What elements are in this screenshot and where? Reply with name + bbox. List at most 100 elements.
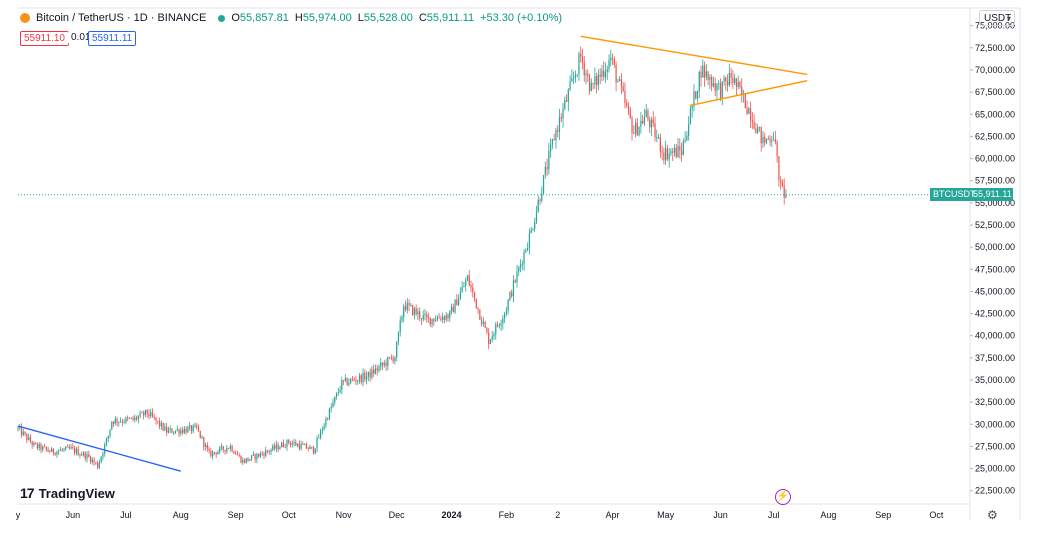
blue-trendline[interactable] (17, 425, 181, 472)
candle-body (413, 308, 415, 316)
candle-body (112, 421, 115, 424)
candle-body (194, 425, 196, 427)
last-price-ticker: BTCUSDT (933, 189, 976, 200)
candle-body (323, 425, 325, 430)
candle-body (81, 454, 83, 456)
candle-body (569, 81, 571, 91)
currency-select[interactable]: USDT ▾ (979, 10, 1015, 26)
candle-body (24, 431, 26, 435)
candle-body (180, 430, 182, 434)
symbol-title[interactable]: Bitcoin / TetherUS · 1D · BINANCE (36, 12, 207, 24)
candle-body (325, 418, 327, 426)
y-tick-label: 35,000.00 (975, 375, 1015, 385)
candle-body (273, 445, 276, 449)
triangle-upper-line[interactable] (580, 35, 808, 76)
y-tick-label: 47,500.00 (975, 264, 1015, 274)
candle-body (764, 136, 766, 143)
candle-body (622, 86, 624, 92)
x-tick-label: 2 (555, 510, 560, 520)
candle-body (675, 147, 677, 158)
candle-body (219, 447, 221, 452)
candle-body (558, 117, 561, 132)
candle-body (61, 449, 63, 451)
candle-body (578, 53, 580, 75)
candle-body (406, 302, 408, 311)
candle-body (20, 426, 23, 435)
candle-body (693, 91, 695, 107)
candle-body (162, 422, 164, 431)
candle-body (139, 412, 141, 417)
candle-body (185, 428, 187, 433)
candle-body (155, 417, 157, 421)
candle-body (79, 454, 81, 456)
candle-body (265, 450, 267, 457)
candle-body (128, 418, 131, 420)
candle-body (539, 199, 541, 201)
candle-body (725, 77, 727, 82)
candle-body (626, 102, 628, 106)
x-tick-label: Feb (499, 510, 515, 520)
high-label: H (294, 12, 303, 24)
candle-body (17, 427, 19, 429)
candle-body (542, 175, 545, 194)
candle-body (192, 425, 194, 432)
spread-value: 0.01 (68, 31, 94, 44)
candle-body (150, 412, 152, 417)
candle-body (594, 75, 596, 85)
candle-body (603, 70, 605, 77)
candle-body (502, 318, 504, 324)
candle-body (684, 140, 686, 142)
candle-body (615, 64, 617, 83)
candle-body (527, 248, 529, 251)
candles (17, 46, 787, 470)
candle-body (120, 421, 122, 423)
lightning-icon[interactable]: ⚡ (775, 489, 791, 505)
candle-body (236, 454, 239, 456)
candle-body (472, 287, 474, 292)
candle-body (573, 77, 575, 79)
y-tick-label: 50,000.00 (975, 242, 1015, 252)
candle-body (606, 69, 608, 72)
candle-body (304, 444, 306, 445)
triangle-lower-line[interactable] (690, 79, 808, 107)
candle-body (475, 298, 477, 309)
candle-body (245, 458, 247, 463)
candle-body (465, 280, 467, 286)
x-tick-label: Nov (336, 510, 353, 520)
y-tick-label: 70,000.00 (975, 65, 1015, 75)
candle-body (385, 362, 387, 367)
candle-body (362, 372, 364, 383)
candle-body (757, 127, 759, 134)
candle-body (335, 393, 338, 397)
candle-body (730, 72, 732, 78)
candle-body (486, 327, 488, 333)
candle-body (227, 448, 230, 450)
candle-body (342, 379, 345, 381)
candle-body (220, 446, 223, 448)
candle-body (419, 311, 421, 319)
candle-body (226, 448, 228, 452)
candle-body (104, 444, 106, 454)
y-tick-label: 67,500.00 (975, 87, 1015, 97)
last-price-value: 55,911.11 (973, 189, 1012, 200)
drawings[interactable] (17, 35, 808, 472)
gear-icon[interactable]: ⚙ (987, 508, 998, 522)
tradingview-watermark[interactable]: 17 TradingView (20, 485, 115, 501)
candle-body (235, 453, 237, 455)
candle-body (127, 417, 129, 419)
candle-body (550, 144, 552, 152)
candle-body (427, 317, 430, 319)
candle-body (365, 376, 368, 380)
candle-body (38, 444, 40, 449)
x-tick-label: Sep (875, 510, 891, 520)
candle-body (19, 426, 21, 428)
candle-body (249, 459, 251, 461)
candle-body (45, 446, 47, 450)
buy-price-button[interactable]: 55911.11 (88, 31, 137, 46)
sell-price-button[interactable]: 55911.10 (20, 31, 69, 46)
candle-body (737, 82, 739, 87)
candle-body (642, 120, 644, 124)
symbol-header[interactable]: Bitcoin / TetherUS · 1D · BINANCE O55,85… (20, 12, 562, 24)
candle-body (403, 306, 405, 317)
